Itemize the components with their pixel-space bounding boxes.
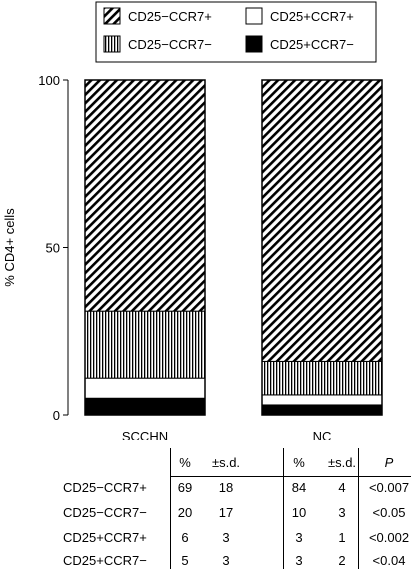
table-cell: 3 xyxy=(222,530,230,545)
legend-swatch-cd25minusccr7plus xyxy=(103,7,121,25)
legend-swatch-cd25plusccr7minus xyxy=(245,35,263,53)
bars xyxy=(84,79,383,416)
legend-swatch-cd25minusccr7minus xyxy=(103,35,121,53)
legend-label-cd25plusccr7minus: CD25+CCR7− xyxy=(270,37,354,52)
table-cell: 2 xyxy=(338,553,346,568)
table-cell: 1 xyxy=(338,530,346,545)
table-header-cell: ±s.d. xyxy=(211,455,241,470)
legend-swatch-cd25plusccr7plus xyxy=(245,7,263,25)
table-row-label: CD25+CCR7− xyxy=(63,553,147,568)
table-cell: 84 xyxy=(291,480,307,495)
table-cell: 69 xyxy=(177,480,193,495)
legend-label-cd25minusccr7plus: CD25−CCR7+ xyxy=(128,9,212,24)
table-header-cell: ±s.d. xyxy=(327,455,357,470)
y-tick-label: 0 xyxy=(53,408,60,423)
x-axis-labels: SCCHN NC xyxy=(122,429,332,440)
bar-segment-nc-cd25minusccr7plus xyxy=(261,79,383,362)
stacked-bar-chart: CD25−CCR7+ CD25+CCR7+ CD25−CCR7− CD25+CCR7−… xyxy=(2,1,383,440)
table-header-cell: P xyxy=(384,455,394,470)
y-tick-label: 50 xyxy=(46,241,60,256)
bar-segment-nc-cd25minusccr7minus xyxy=(261,360,383,396)
legend: CD25−CCR7+ CD25+CCR7+ CD25−CCR7− CD25+CCR7− xyxy=(95,1,377,63)
table-cell: 18 xyxy=(218,480,234,495)
table-divider xyxy=(170,448,171,569)
table-divider xyxy=(358,448,359,569)
y-axis: 0 50 100 % CD4+ cells xyxy=(2,73,69,423)
table-cell: <0.05 xyxy=(372,505,406,520)
table-cell: 17 xyxy=(218,505,234,520)
table-cell: 3 xyxy=(222,553,230,568)
legend-label-cd25plusccr7plus: CD25+CCR7+ xyxy=(270,9,354,24)
x-category-label-nc: NC xyxy=(313,429,332,440)
bar-outline-scchn xyxy=(84,79,206,416)
table-header-cell: % xyxy=(293,455,305,470)
y-tick-label: 100 xyxy=(38,73,60,88)
table-cell: 3 xyxy=(295,530,303,545)
y-axis-title: % CD4+ cells xyxy=(2,208,17,287)
table-cell: 6 xyxy=(181,530,189,545)
legend-box xyxy=(95,1,377,63)
table-row-label: CD25−CCR7− xyxy=(63,505,147,520)
table-cell: <0.04 xyxy=(372,553,406,568)
table-divider xyxy=(283,448,284,569)
x-category-label-scchn: SCCHN xyxy=(122,429,168,440)
table-cell: 10 xyxy=(291,505,307,520)
table-row-label: CD25+CCR7+ xyxy=(63,530,147,545)
table-cell: 3 xyxy=(338,505,346,520)
table-cell: 5 xyxy=(181,553,189,568)
table-cell: 20 xyxy=(177,505,193,520)
table-header-rule xyxy=(170,476,411,477)
bar-segment-scchn-cd25minusccr7minus xyxy=(84,310,206,379)
bar-segment-scchn-cd25minusccr7plus xyxy=(84,79,206,312)
table-cell: <0.007 xyxy=(368,480,410,495)
table-cell: 4 xyxy=(338,480,346,495)
bar-outline-nc xyxy=(261,79,383,416)
table-header-cell: % xyxy=(179,455,191,470)
table-cell: 3 xyxy=(295,553,303,568)
legend-label-cd25minusccr7minus: CD25−CCR7− xyxy=(128,37,212,52)
table-cell: <0.002 xyxy=(368,530,410,545)
table-row-label: CD25−CCR7+ xyxy=(63,480,147,495)
